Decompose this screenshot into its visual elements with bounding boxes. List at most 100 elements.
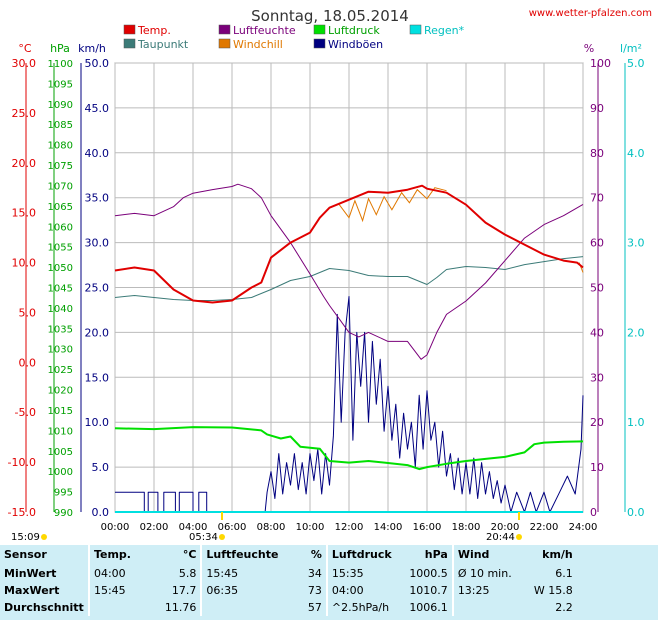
celsius-tick-label: -5.0 [15, 406, 36, 419]
hpa-tick-label: 1000 [48, 467, 73, 478]
press-val: 1010.7 [409, 584, 448, 597]
series-line-temp [114, 184, 584, 304]
hpa-tick-label: 1025 [48, 365, 73, 376]
celsius-tick-label: 20.0 [12, 157, 37, 170]
percent-axis-label: % [584, 42, 594, 55]
series-line-windben [115, 296, 584, 513]
sunrise-label: 05:34 [189, 532, 218, 543]
hpa-tick-label: 1035 [48, 324, 73, 335]
series-line-luftdruck [114, 426, 584, 471]
legend-swatch [313, 24, 326, 35]
celsius-tick-label: -10.0 [8, 456, 36, 469]
row-label: Durchschnitt [4, 601, 84, 614]
legend-swatch [313, 38, 326, 49]
hpa-tick-label: 990 [54, 508, 73, 519]
rain-tick-label: 3.0 [627, 237, 645, 250]
percent-tick-label: 100 [590, 57, 611, 70]
percent-tick-label: 0 [590, 506, 597, 519]
celsius-tick-label: 0.0 [19, 356, 37, 369]
press-val: 1006.1 [409, 601, 448, 614]
hdr-wind-unit: km/h [542, 548, 573, 561]
axes: 00:00 02:00 04:00 06:00 08:00 10:00 12:00 14:00… [8, 42, 645, 533]
hpa-tick-label: 1095 [48, 79, 73, 90]
hpa-axis-label: hPa [50, 42, 70, 55]
hum-time [200, 599, 283, 616]
percent-tick-label: 10 [590, 461, 604, 474]
row-label: MinWert [4, 567, 57, 580]
x-tick-label: 22:00 [530, 522, 559, 533]
hpa-tick-label: 1020 [48, 386, 73, 397]
legend-label: Regen* [424, 24, 465, 37]
rain-tick-label: 2.0 [627, 326, 645, 339]
celsius-tick-label: 15.0 [12, 207, 37, 220]
hum-val: 73 [307, 584, 322, 597]
grid [114, 62, 584, 513]
hpa-tick-label: 995 [54, 488, 73, 499]
kmh-tick-label: 35.0 [85, 192, 110, 205]
sun-markers: 15:09 05:34 20:44 [11, 512, 522, 543]
hum-time: 15:45 [200, 565, 283, 582]
sunrise-label-top: 15:09 [11, 532, 40, 543]
wind-val: W 15.8 [533, 584, 573, 597]
temp-time: 04:00 [87, 565, 154, 582]
celsius-tick-label: 10.0 [12, 257, 37, 270]
kmh-axis-label: km/h [78, 42, 106, 55]
rain-tick-label: 5.0 [627, 57, 645, 70]
stats-table: Sensor Temp. °C Luftfeuchte % Luftdruck … [0, 545, 658, 616]
series-line-windchill [338, 187, 447, 223]
temp-time: 15:45 [87, 582, 154, 599]
temp-val: 11.76 [164, 601, 197, 614]
site-link[interactable]: www.wetter-pfalzen.com [529, 8, 652, 19]
kmh-tick-label: 25.0 [85, 282, 110, 295]
hpa-tick-label: 1005 [48, 447, 73, 458]
hpa-tick-label: 1015 [48, 406, 73, 417]
hpa-tick-label: 1050 [48, 263, 73, 274]
percent-tick-label: 90 [590, 102, 604, 115]
press-time: 15:35 [325, 565, 405, 582]
hpa-tick-label: 1065 [48, 202, 73, 213]
temp-val: 17.7 [171, 584, 197, 597]
wind-val: 6.1 [555, 567, 573, 580]
legend-label: Temp. [137, 24, 171, 37]
hpa-tick-label: 1045 [48, 284, 73, 295]
temp-time [87, 599, 154, 616]
legend-label: Windböen [328, 38, 383, 51]
rain-axis-label: l/m² [620, 42, 642, 55]
x-tick-label: 20:00 [491, 522, 520, 533]
hpa-tick-label: 1080 [48, 141, 73, 152]
kmh-tick-label: 5.0 [92, 461, 110, 474]
percent-tick-label: 80 [590, 147, 604, 160]
x-tick-label: 06:00 [218, 522, 247, 533]
legend-swatch [218, 24, 231, 35]
hpa-tick-label: 1055 [48, 243, 73, 254]
kmh-tick-label: 10.0 [85, 416, 110, 429]
rain-tick-label: 4.0 [627, 147, 645, 160]
kmh-tick-label: 30.0 [85, 237, 110, 250]
series-group [114, 183, 584, 513]
hum-time: 06:35 [200, 582, 283, 599]
sun-icon [41, 534, 47, 540]
legend-swatch [123, 38, 136, 49]
celsius-tick-label: 25.0 [12, 107, 37, 120]
celsius-axis-label: °C [18, 42, 32, 55]
sun-icon [219, 534, 225, 540]
wind-label: 13:25 [451, 582, 521, 599]
row-label: MaxWert [4, 584, 60, 597]
x-tick-label: 04:00 [179, 522, 208, 533]
celsius-tick-label: 30.0 [12, 57, 37, 70]
hum-val: 34 [307, 567, 322, 580]
hpa-tick-label: 1030 [48, 345, 73, 356]
legend-swatch [218, 38, 231, 49]
hdr-hum-unit: % [310, 548, 322, 561]
celsius-tick-label: -15.0 [8, 506, 36, 519]
hpa-tick-label: 1090 [48, 100, 73, 111]
chart-title: Sonntag, 18.05.2014 [251, 7, 409, 25]
x-tick-label: 12:00 [335, 522, 364, 533]
wind-label [451, 599, 521, 616]
legend-swatch [409, 24, 422, 35]
kmh-tick-label: 20.0 [85, 326, 110, 339]
hpa-tick-label: 1070 [48, 181, 73, 192]
wind-label: Ø 10 min. [451, 565, 521, 582]
percent-tick-label: 20 [590, 416, 604, 429]
